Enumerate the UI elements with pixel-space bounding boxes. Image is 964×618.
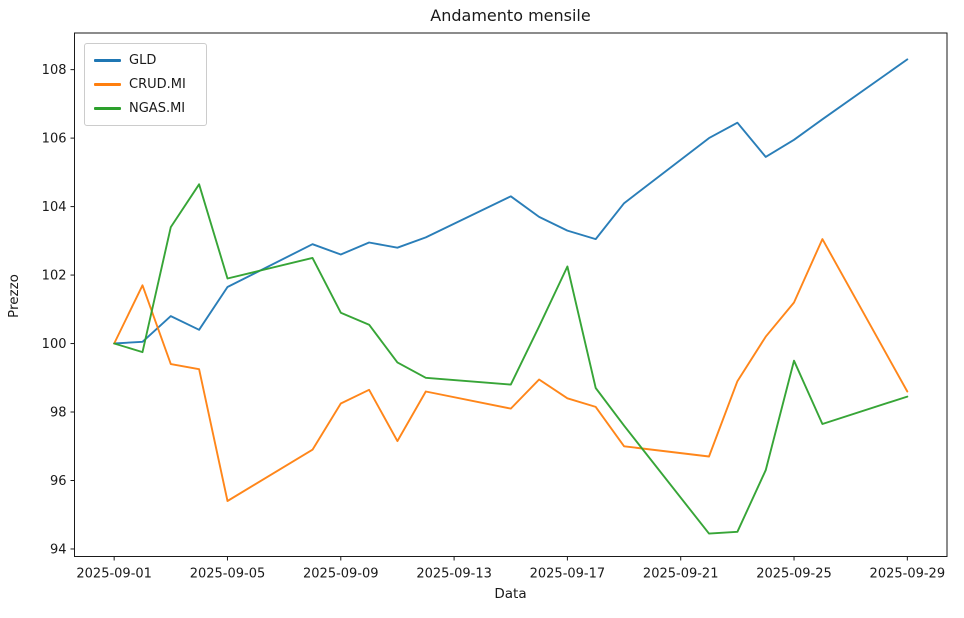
y-tick-label: 104 (42, 200, 67, 215)
legend-label-crud-mi: CRUD.MI (129, 77, 186, 92)
legend-label-ngas-mi: NGAS.MI (129, 101, 186, 116)
x-tick-label: 2025-09-09 (303, 567, 379, 582)
legend-line-swatch-gld (94, 59, 121, 62)
x-tick-label: 2025-09-05 (190, 567, 266, 582)
legend-item-crud-mi: CRUD.MI (94, 77, 196, 92)
axes-frame (74, 32, 948, 557)
legend-line-swatch-ngas-mi (94, 107, 121, 110)
y-tick-label: 100 (42, 337, 67, 352)
x-tick-label: 2025-09-01 (76, 567, 152, 582)
x-tick-label: 2025-09-13 (416, 567, 492, 582)
x-axis-label: Data (494, 586, 527, 602)
series-line-ngas-mi (113, 183, 909, 535)
legend-item-ngas-mi: NGAS.MI (94, 101, 196, 116)
y-tick-label: 106 (42, 132, 67, 147)
legend-item-gld: GLD (94, 53, 196, 68)
x-tick-label: 2025-09-17 (530, 567, 606, 582)
series-line-gld (113, 58, 909, 345)
x-tick-label: 2025-09-21 (643, 567, 719, 582)
y-tick-label: 108 (42, 63, 67, 78)
y-tick-label: 94 (50, 542, 67, 557)
series-line-crud-mi (113, 238, 909, 502)
legend-label-gld: GLD (129, 53, 157, 68)
y-tick-label: 98 (50, 406, 67, 421)
y-tick-label: 96 (50, 474, 67, 489)
y-tick-label: 102 (42, 269, 67, 284)
x-tick-label: 2025-09-29 (870, 567, 946, 582)
y-axis-label: Prezzo (6, 274, 22, 318)
chart-title: Andamento mensile (430, 6, 591, 25)
x-tick-label: 2025-09-25 (756, 567, 832, 582)
legend-line-swatch-crud-mi (94, 83, 121, 86)
legend: GLD CRUD.MI NGAS.MI (84, 43, 207, 126)
